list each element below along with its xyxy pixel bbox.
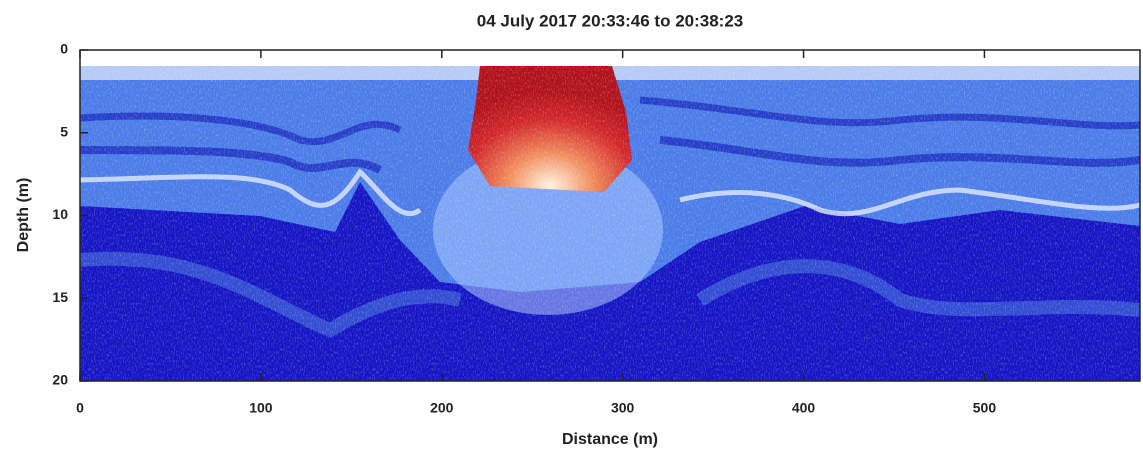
x-tick-label: 500 [973,400,997,416]
x-tick-label: 300 [611,400,635,416]
x-tick-label: 100 [249,400,273,416]
x-tick-label: 0 [76,400,84,416]
x-axis-label: Distance (m) [562,431,658,448]
y-tick-label: 15 [52,289,68,305]
y-tick-label: 0 [60,41,68,57]
echogram-image [80,50,1140,381]
y-tick-label: 10 [52,206,68,222]
chart-title: 04 July 2017 20:33:46 to 20:38:23 [477,11,744,30]
y-tick-label: 20 [52,372,68,388]
x-tick-label: 400 [792,400,816,416]
y-tick-label: 5 [60,123,68,139]
x-tick-label: 200 [430,400,454,416]
y-axis-label: Depth (m) [15,178,32,253]
axes: 0 100 200 300 400 500 0 5 10 15 20 [52,41,1141,416]
